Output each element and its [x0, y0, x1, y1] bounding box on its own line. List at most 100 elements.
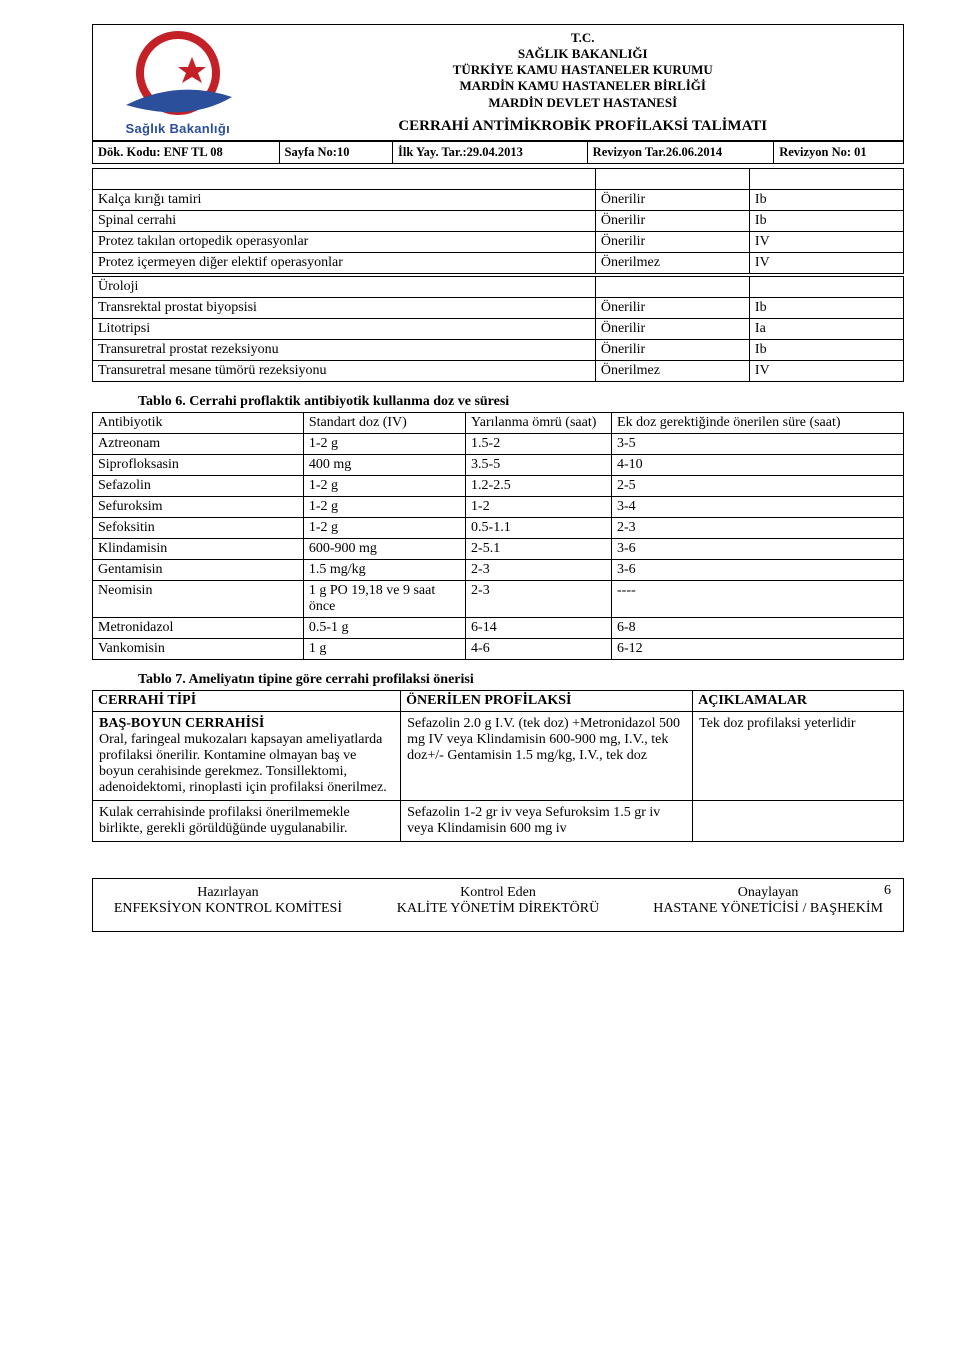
th: AÇIKLAMALAR [693, 691, 904, 712]
cell: Siprofloksasin [93, 455, 304, 476]
th: Standart doz (IV) [303, 413, 465, 434]
document-header: Sağlık Bakanlığı T.C. SAĞLIK BAKANLIĞI T… [92, 24, 904, 141]
table-row: Vankomisin1 g4-66-12 [93, 639, 904, 660]
table-row: Aztreonam1-2 g1.5-23-5 [93, 434, 904, 455]
cell: Protez içermeyen diğer elektif operasyon… [93, 253, 596, 274]
cell-aciklama: Tek doz profilaksi yeterlidir [693, 712, 904, 801]
table-row: Klindamisin600-900 mg2-5.13-6 [93, 539, 904, 560]
cell: Önerilmez [595, 253, 749, 274]
cell: 1-2 [466, 497, 612, 518]
cell: 0.5-1.1 [466, 518, 612, 539]
cell: 3-6 [612, 539, 904, 560]
cell-aciklama [693, 801, 904, 842]
meta-dok-kodu: Dök. Kodu: ENF TL 08 [93, 142, 280, 164]
cell: IV [749, 361, 903, 382]
table-row: Protez takılan ortopedik operasyonlarÖne… [93, 232, 904, 253]
cell: Ib [749, 190, 903, 211]
cell: Transuretral mesane tümörü rezeksiyonu [93, 361, 596, 382]
meta-ilk-yay: İlk Yay. Tar.:29.04.2013 [393, 142, 588, 164]
cell: Önerilir [595, 319, 749, 340]
table7-title: Tablo 7. Ameliyatın tipine göre cerrahi … [92, 660, 904, 690]
footer-unit: KALİTE YÖNETİM DİREKTÖRÜ [367, 901, 629, 917]
cell: 1-2 g [303, 518, 465, 539]
cell: 6-8 [612, 618, 904, 639]
cell: 600-900 mg [303, 539, 465, 560]
footer-role: Kontrol Eden [367, 885, 629, 901]
table-row: Spinal cerrahiÖnerilirIb [93, 211, 904, 232]
cell: Önerilir [595, 340, 749, 361]
cell: Sefazolin [93, 476, 304, 497]
footer-unit: HASTANE YÖNETİCİSİ / BAŞHEKİM [637, 901, 899, 917]
th: CERRAHİ TİPİ [93, 691, 401, 712]
table-row: LitotripsiÖnerilirIa [93, 319, 904, 340]
cell: IV [749, 232, 903, 253]
doc-title: CERRAHİ ANTİMİKROBİK PROFİLAKSİ TALİMATI [268, 117, 899, 136]
cell: 0.5-1 g [303, 618, 465, 639]
cell: Sefoksitin [93, 518, 304, 539]
cell: Transrektal prostat biyopsisi [93, 298, 596, 319]
table-row: Siprofloksasin400 mg3.5-54-10 [93, 455, 904, 476]
table7-row: BAŞ-BOYUN CERRAHİSİ Oral, faringeal muko… [93, 712, 904, 801]
cell: Litotripsi [93, 319, 596, 340]
cell: Metronidazol [93, 618, 304, 639]
cell: 2-3 [466, 560, 612, 581]
cell-onerilen: Sefazolin 1-2 gr iv veya Sefuroksim 1.5 … [401, 801, 693, 842]
signature-footer: Hazırlayan ENFEKSİYON KONTROL KOMİTESİ K… [92, 878, 904, 932]
footer-unit: ENFEKSİYON KONTROL KOMİTESİ [97, 901, 359, 917]
cell: Ib [749, 340, 903, 361]
cell: Önerilir [595, 190, 749, 211]
table-row: Transuretral mesane tümörü rezeksiyonuÖn… [93, 361, 904, 382]
cell: ---- [612, 581, 904, 618]
table7: CERRAHİ TİPİ ÖNERİLEN PROFİLAKSİ AÇIKLAM… [92, 690, 904, 842]
meta-rev-tar: Revizyon Tar.26.06.2014 [587, 142, 774, 164]
table-row: Metronidazol0.5-1 g6-146-8 [93, 618, 904, 639]
cell: Transuretral prostat rezeksiyonu [93, 340, 596, 361]
cell: Gentamisin [93, 560, 304, 581]
cell: 4-10 [612, 455, 904, 476]
cell: Aztreonam [93, 434, 304, 455]
cell: Önerilir [595, 232, 749, 253]
logo-caption: Sağlık Bakanlığı [108, 121, 248, 136]
org-line: T.C. [268, 30, 899, 46]
cell: Ib [749, 211, 903, 232]
cell: Ia [749, 319, 903, 340]
table-row: Sefoksitin1-2 g0.5-1.12-3 [93, 518, 904, 539]
cell: 3-5 [612, 434, 904, 455]
cell: Önerilir [595, 211, 749, 232]
org-line: MARDİN KAMU HASTANELER BİRLİĞİ [268, 78, 899, 94]
cell-onerilen: Sefazolin 2.0 g I.V. (tek doz) +Metronid… [401, 712, 693, 801]
cell: IV [749, 253, 903, 274]
cell: 6-14 [466, 618, 612, 639]
org-line: MARDİN DEVLET HASTANESİ [268, 95, 899, 111]
uroloji-table: Üroloji Transrektal prostat biyopsisiÖne… [92, 276, 904, 382]
table7-header-row: CERRAHİ TİPİ ÖNERİLEN PROFİLAKSİ AÇIKLAM… [93, 691, 904, 712]
cell: 3-6 [612, 560, 904, 581]
table-row: Gentamisin1.5 mg/kg2-33-6 [93, 560, 904, 581]
cell: Önerilmez [595, 361, 749, 382]
table-row: Neomisin1 g PO 19,18 ve 9 saat önce2-3--… [93, 581, 904, 618]
footer-col-hazirlayan: Hazırlayan ENFEKSİYON KONTROL KOMİTESİ [93, 879, 363, 932]
table-row: Kalça kırığı tamiriÖnerilirIb [93, 190, 904, 211]
table-row: Transuretral prostat rezeksiyonuÖnerilir… [93, 340, 904, 361]
cell: Ib [749, 298, 903, 319]
cell: Spinal cerrahi [93, 211, 596, 232]
cell-cerrahi-tipi: BAŞ-BOYUN CERRAHİSİ Oral, faringeal muko… [93, 712, 401, 801]
t7-r1-title: BAŞ-BOYUN CERRAHİSİ [99, 716, 394, 732]
cell: 400 mg [303, 455, 465, 476]
cell: Protez takılan ortopedik operasyonlar [93, 232, 596, 253]
cell: Vankomisin [93, 639, 304, 660]
cell: 2-3 [612, 518, 904, 539]
org-line: SAĞLIK BAKANLIĞI [268, 46, 899, 62]
cell: 1-2 g [303, 434, 465, 455]
ministry-logo-icon: Sağlık Bakanlığı [108, 27, 248, 136]
cell: 1-2 g [303, 497, 465, 518]
table-row: Sefuroksim1-2 g1-23-4 [93, 497, 904, 518]
cell: 3-4 [612, 497, 904, 518]
footer-role: Onaylayan [637, 885, 899, 901]
th: Yarılanma ömrü (saat) [466, 413, 612, 434]
cell: 1.5-2 [466, 434, 612, 455]
logo-cell: Sağlık Bakanlığı [93, 25, 263, 141]
section-row: Üroloji [93, 277, 904, 298]
org-line: TÜRKİYE KAMU HASTANELER KURUMU [268, 62, 899, 78]
cell: 2-3 [466, 581, 612, 618]
